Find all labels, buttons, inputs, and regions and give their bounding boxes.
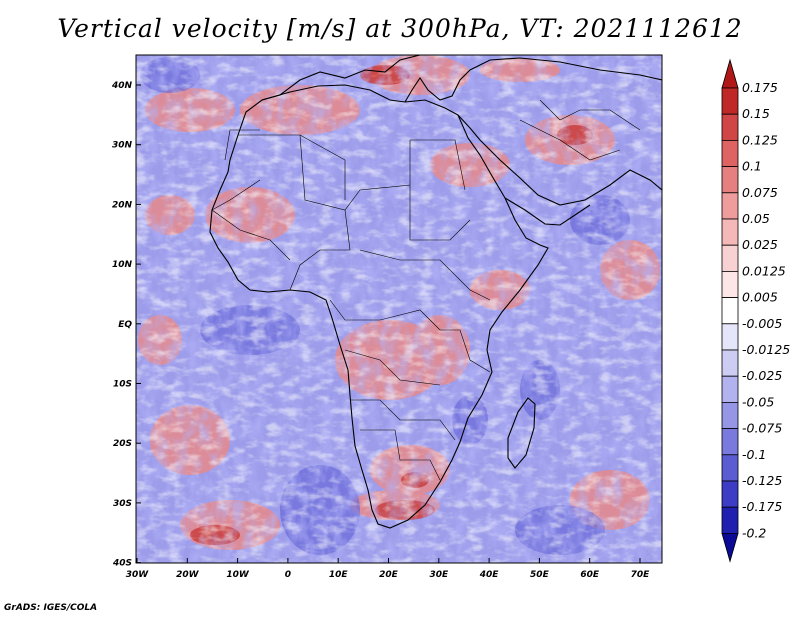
lon-label: 60E — [580, 570, 600, 580]
colorbar-swatch — [721, 349, 739, 377]
colorbar-label: 0.125 — [742, 132, 778, 147]
colorbar-label: -0.1 — [742, 447, 766, 462]
lat-label: 30N — [112, 141, 133, 151]
colorbar-label: 0.15 — [742, 106, 770, 121]
map-frame — [135, 54, 663, 564]
colorbar-label: -0.025 — [742, 368, 782, 383]
colorbar-label: 0.1 — [742, 159, 762, 174]
colorbar-label: -0.0125 — [742, 342, 790, 357]
colorbar-swatch — [721, 244, 739, 272]
colorbar-swatch — [721, 375, 739, 403]
colorbar-label: -0.175 — [742, 499, 782, 514]
colorbar-swatch — [721, 166, 739, 194]
colorbar-swatch — [721, 218, 739, 246]
colorbar-swatch — [721, 297, 739, 325]
lon-label: 40E — [479, 570, 500, 580]
colorbar-swatch — [721, 87, 739, 115]
lon-label: 50E — [530, 570, 550, 580]
lon-label: 10W — [226, 570, 250, 580]
colorbar-top-arrow — [721, 58, 739, 89]
colorbar-swatch — [721, 428, 739, 456]
lat-label: EQ — [118, 320, 132, 330]
colorbar-label: -0.05 — [742, 394, 774, 409]
country-borders — [211, 99, 641, 481]
vertical-velocity-field — [136, 55, 662, 563]
colorbar-label: -0.075 — [742, 421, 782, 436]
colorbar-label: 0.05 — [742, 211, 770, 226]
lat-label: 20S — [113, 439, 132, 449]
lon-label: 70E — [631, 570, 651, 580]
colorbar-label: -0.125 — [742, 473, 782, 488]
colorbar-swatch — [721, 401, 739, 429]
lon-label: 20W — [176, 570, 200, 580]
longitude-axis: 30W 20W 10W 0 10E 20E 30E 40E 50E 60E 70E — [126, 558, 650, 580]
lat-label: 40N — [111, 81, 133, 91]
colorbar-bottom-arrow — [721, 533, 739, 563]
lat-label: 10S — [113, 380, 132, 390]
colorbar-swatch — [721, 506, 739, 534]
lat-label: 20N — [112, 200, 133, 210]
latitude-axis: 40N 30N 20N 10N EQ 10S 20S 30S 40S — [111, 81, 141, 569]
colorbar-swatch — [721, 113, 739, 141]
colorbar-label: -0.005 — [742, 316, 782, 331]
colorbar-swatch — [721, 139, 739, 167]
lon-label: 0 — [285, 570, 291, 580]
colorbar-swatch — [721, 270, 739, 298]
colorbar-label: 0.175 — [742, 80, 778, 95]
grads-credit: GrADS: IGES/COLA — [4, 603, 98, 613]
map-title: Vertical velocity [m/s] at 300hPa, VT: 2… — [57, 14, 743, 43]
colorbar-swatch — [721, 323, 739, 351]
colorbar-label: 0.005 — [742, 290, 778, 305]
lon-label: 20E — [379, 570, 399, 580]
colorbar-label: -0.2 — [742, 525, 766, 540]
lat-label: 40S — [112, 559, 132, 569]
lat-label: 10N — [112, 260, 133, 270]
colorbar-swatch — [721, 454, 739, 482]
colorbar-swatch — [721, 480, 739, 508]
coastlines — [209, 55, 662, 529]
lat-label: 30S — [113, 499, 132, 509]
colorbar-label: 0.025 — [742, 237, 778, 252]
colorbar-label: 0.075 — [742, 185, 778, 200]
lon-label: 30W — [126, 570, 150, 580]
colorbar-label: 0.0125 — [742, 263, 786, 278]
lon-label: 10E — [329, 570, 349, 580]
colorbar-swatch — [721, 192, 739, 220]
lon-label: 30E — [429, 570, 449, 580]
